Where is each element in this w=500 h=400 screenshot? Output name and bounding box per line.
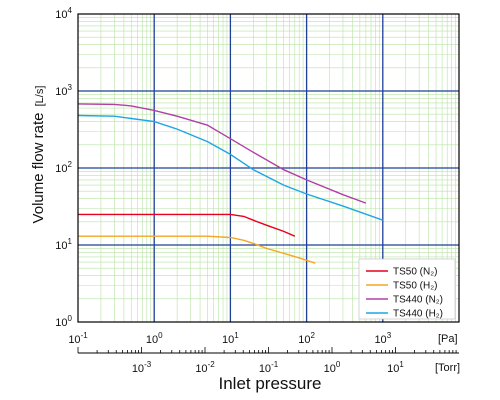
x-tick-label-torr: 101 <box>387 360 404 375</box>
x-unit-pa: [Pa] <box>438 333 458 345</box>
x-tick-label-pa: 103 <box>374 331 391 346</box>
y-tick-label: 100 <box>55 314 72 329</box>
legend-label-0: TS50 (N₂) <box>393 267 437 278</box>
series-line-1 <box>78 235 316 264</box>
y-axis-unit: [L/s] <box>34 86 46 107</box>
x-tick-label-torr: 10-2 <box>195 360 215 375</box>
x-tick-label-torr: 100 <box>324 360 341 375</box>
y-tick-label: 104 <box>55 6 72 21</box>
x-tick-labels-pa: 10-1 100 101 102 103 <box>68 331 391 346</box>
plot-frame <box>77 13 460 323</box>
x-axis-title: Inlet pressure <box>219 374 322 393</box>
x-tick-label-torr: 10-1 <box>259 360 279 375</box>
major-grid <box>78 14 459 322</box>
legend-label-3: TS440 (H₂) <box>393 309 443 320</box>
x-unit-torr: [Torr] <box>435 362 460 374</box>
x-tick-label-pa: 102 <box>298 331 315 346</box>
torr-axis <box>77 347 459 354</box>
legend-box <box>358 258 456 320</box>
series-layer <box>77 103 384 264</box>
y-tick-labels: 100 101 102 103 104 <box>55 6 72 329</box>
y-tick-label: 103 <box>55 83 72 98</box>
legend: TS50 (N₂) TS50 (H₂) TS440 (N₂) TS440 (H₂) <box>358 258 456 320</box>
legend-label-2: TS440 (N₂) <box>393 295 443 306</box>
series-line-2 <box>77 103 367 204</box>
x-tick-label-pa: 101 <box>222 331 239 346</box>
legend-label-1: TS50 (H₂) <box>393 281 437 292</box>
y-tick-label: 102 <box>55 160 72 175</box>
y-tick-label: 101 <box>55 237 72 252</box>
series-line-3 <box>77 114 384 221</box>
y-axis-title: Volume flow rate <box>30 113 47 224</box>
series-line-0 <box>78 213 296 237</box>
x-tick-label-torr: 10-3 <box>132 360 152 375</box>
x-tick-labels-torr: 10-3 10-2 10-1 100 101 <box>132 360 405 375</box>
x-tick-label-pa: 10-1 <box>68 331 88 346</box>
x-tick-label-pa: 100 <box>146 331 163 346</box>
